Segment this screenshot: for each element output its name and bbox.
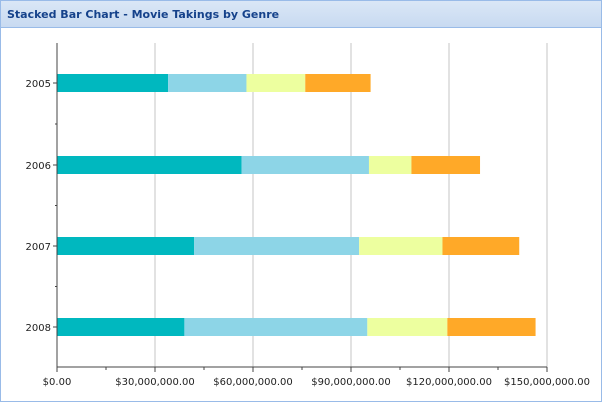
x-tick-label: $150,000,000.00	[504, 377, 590, 388]
y-tick-label: 2005	[26, 79, 51, 90]
bar-segment	[57, 318, 185, 336]
y-tick-label: 2007	[26, 242, 51, 253]
y-tick-label: 2006	[26, 161, 51, 172]
bar-segment	[246, 74, 306, 92]
axes	[53, 43, 548, 372]
bar-segment	[168, 74, 247, 92]
bar-segment	[57, 74, 169, 92]
bars	[57, 74, 536, 336]
bar-segment	[368, 156, 412, 174]
gridlines	[154, 43, 548, 367]
bar-segment	[367, 318, 448, 336]
x-tick-label: $0.00	[43, 377, 72, 388]
x-tick-label: $120,000,000.00	[406, 377, 492, 388]
bar-segment	[411, 156, 481, 174]
bar-segment	[184, 318, 368, 336]
y-tick-label: 2008	[26, 323, 51, 334]
bar-segment	[442, 237, 520, 255]
panel-header: Stacked Bar Chart - Movie Takings by Gen…	[1, 1, 601, 28]
bar-segment	[447, 318, 536, 336]
x-tick-label: $60,000,000.00	[213, 377, 293, 388]
bar-segment	[305, 74, 371, 92]
x-tick-label: $30,000,000.00	[115, 377, 195, 388]
bar-segment	[57, 237, 195, 255]
bar-segment	[241, 156, 369, 174]
tick-labels: 2005 2006 2007 2008 $0.00 $30,000,000.00 $60,0…	[26, 79, 590, 388]
bar-segment	[359, 237, 443, 255]
chart-body: 2005 2006 2007 2008 $0.00 $30,000,000.00 $60,0…	[3, 29, 599, 399]
panel-title: Stacked Bar Chart - Movie Takings by Gen…	[7, 8, 280, 21]
bar-segment	[57, 156, 242, 174]
bar-segment	[194, 237, 360, 255]
stacked-bar-chart: 2005 2006 2007 2008 $0.00 $30,000,000.00 $60,0…	[26, 43, 590, 388]
x-tick-label: $90,000,000.00	[311, 377, 391, 388]
